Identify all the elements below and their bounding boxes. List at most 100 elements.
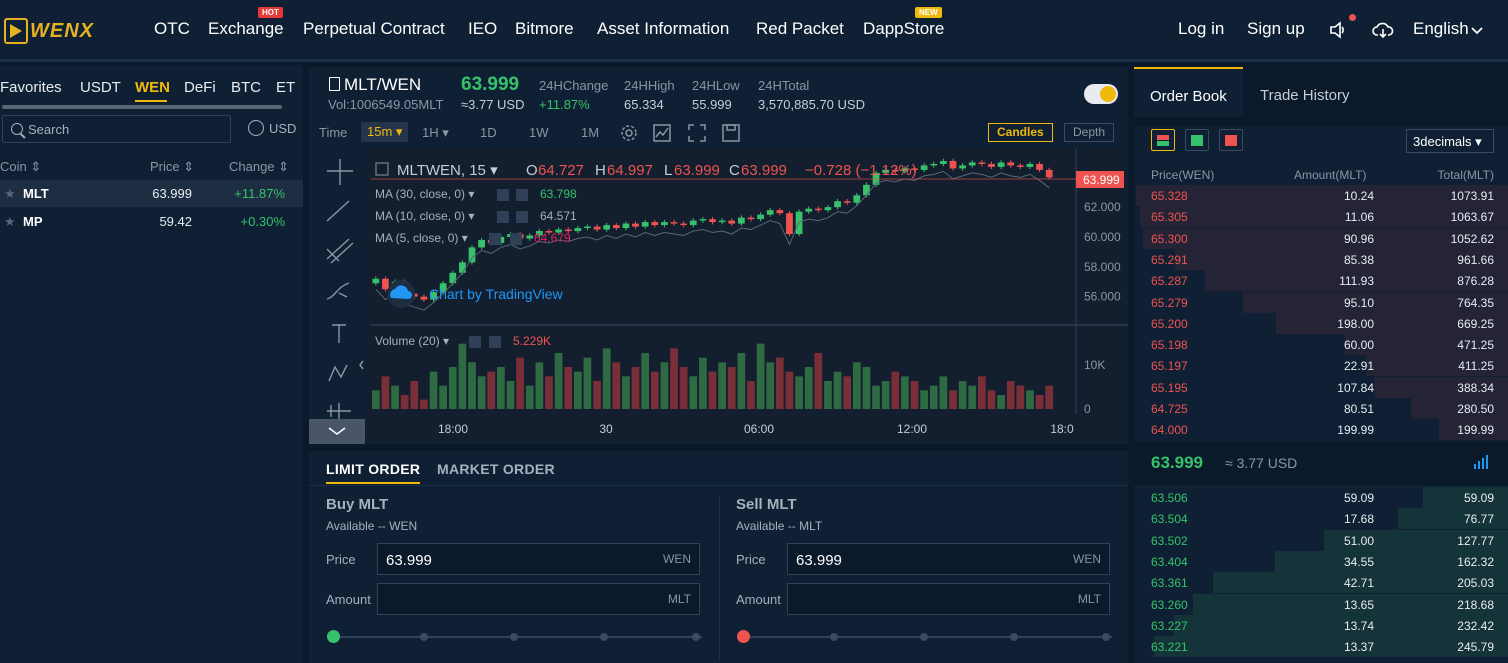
signal-bars-icon[interactable]: [1474, 455, 1490, 469]
ma5-label[interactable]: MA (5, close, 0) ▾: [375, 231, 468, 245]
indicators-icon[interactable]: [653, 124, 671, 142]
tab-order-book[interactable]: Order Book: [1134, 67, 1243, 117]
depth-button[interactable]: Depth: [1064, 123, 1115, 142]
tab-favorites[interactable]: Favorites: [0, 79, 62, 96]
interval-1d[interactable]: 1D: [480, 125, 497, 140]
book-view-asks-icon[interactable]: [1219, 129, 1243, 151]
buy-amount-slider[interactable]: [327, 630, 702, 643]
tab-wen[interactable]: WEN: [135, 79, 170, 96]
bid-row[interactable]: 63.404 34.55 162.32: [1134, 550, 1508, 572]
save-icon[interactable]: [722, 124, 740, 142]
toolbar-collapse[interactable]: [309, 419, 365, 444]
bid-row[interactable]: 63.361 42.71 205.03: [1134, 572, 1508, 594]
ask-row[interactable]: 65.279 95.10 764.35: [1134, 291, 1508, 313]
fullscreen-icon[interactable]: [688, 124, 706, 142]
tab-btc[interactable]: BTC: [231, 79, 261, 96]
brush-tool-icon[interactable]: [326, 282, 350, 300]
nav-asset-information[interactable]: Asset Information: [597, 19, 730, 38]
volume-bar: [458, 343, 467, 409]
market-row[interactable]: ★ MLT 63.999 +11.87%: [0, 180, 303, 207]
tab-trade-history[interactable]: Trade History: [1260, 87, 1350, 104]
col-price[interactable]: Price ⇕: [150, 159, 195, 174]
login-link[interactable]: Log in: [1178, 19, 1225, 38]
nav-ieo[interactable]: IEO: [468, 19, 498, 38]
nav-dappstore[interactable]: DappStore: [863, 19, 945, 38]
interval-1w[interactable]: 1W: [529, 125, 549, 140]
symbol-label[interactable]: MLTWEN, 15 ▾: [397, 162, 498, 179]
ask-row[interactable]: 65.287 111.93 876.28: [1134, 270, 1508, 292]
ask-row[interactable]: 65.197 22.91 411.25: [1134, 355, 1508, 377]
ask-row[interactable]: 65.328 10.24 1073.91: [1134, 185, 1508, 206]
tab-defi[interactable]: DeFi: [184, 79, 216, 96]
ma10-label[interactable]: MA (10, close, 0) ▾: [375, 209, 474, 223]
star-icon[interactable]: ★: [4, 186, 16, 201]
ask-row[interactable]: 65.291 85.38 961.66: [1134, 248, 1508, 270]
bid-row[interactable]: 63.221 13.37 245.79: [1134, 636, 1508, 658]
ask-row[interactable]: 65.198 60.00 471.25: [1134, 334, 1508, 356]
nav-otc[interactable]: OTC: [154, 19, 190, 38]
sell-price-input[interactable]: 63.999 WEN: [787, 543, 1110, 575]
chevron-left-icon[interactable]: [359, 360, 364, 370]
nav-red-packet[interactable]: Red Packet: [756, 19, 844, 38]
measure-tool-icon[interactable]: [327, 403, 351, 419]
bid-row[interactable]: 63.227 13.74 232.42: [1134, 614, 1508, 636]
interval-15m[interactable]: 15m ▾: [361, 122, 409, 142]
text-tool-icon[interactable]: [332, 324, 346, 343]
ask-row[interactable]: 65.305 11.06 1063.67: [1134, 206, 1508, 228]
tabs-scrollbar[interactable]: [2, 105, 282, 109]
usd-toggle[interactable]: USD: [269, 121, 297, 136]
tab-limit-order[interactable]: LIMIT ORDER: [326, 461, 421, 484]
bid-row[interactable]: 63.506 59.09 59.09: [1134, 487, 1508, 508]
speaker-icon[interactable]: [1328, 20, 1348, 40]
col-change[interactable]: Change ⇕: [229, 159, 290, 174]
volume-label[interactable]: Volume (20) ▾: [375, 334, 449, 348]
slider-knob[interactable]: [327, 630, 340, 643]
currency-icon[interactable]: [248, 120, 264, 136]
collapse-legend-icon[interactable]: [375, 162, 389, 176]
trendline-tool-icon[interactable]: [326, 200, 350, 222]
ask-row[interactable]: 65.195 107.84 388.34: [1134, 376, 1508, 398]
signup-link[interactable]: Sign up: [1247, 19, 1305, 38]
fib-tool-icon[interactable]: [326, 238, 354, 264]
crosshair-tool-icon[interactable]: [327, 159, 353, 185]
search-input[interactable]: Search: [2, 115, 231, 143]
slider-knob[interactable]: [737, 630, 750, 643]
book-view-bids-icon[interactable]: [1185, 129, 1209, 151]
buy-price-input[interactable]: 63.999 WEN: [377, 543, 700, 575]
bid-row[interactable]: 63.260 13.65 218.68: [1134, 593, 1508, 615]
star-icon[interactable]: ★: [4, 214, 16, 229]
brand-logo[interactable]: WENX: [4, 16, 102, 46]
chevron-down-icon[interactable]: [1470, 24, 1484, 38]
tab-market-order[interactable]: MARKET ORDER: [437, 461, 555, 477]
download-cloud-icon[interactable]: [1372, 20, 1394, 40]
nav-exchange[interactable]: Exchange: [208, 19, 284, 38]
sell-amount-input[interactable]: MLT: [787, 583, 1110, 615]
nav-perpetual-contract[interactable]: Perpetual Contract: [303, 19, 445, 38]
tab-usdt[interactable]: USDT: [80, 79, 121, 96]
book-view-both-icon[interactable]: [1151, 129, 1175, 151]
ask-row[interactable]: 64.725 80.51 280.50: [1134, 398, 1508, 419]
ask-row[interactable]: 64.000 199.99 199.99: [1134, 419, 1508, 441]
bid-row[interactable]: 63.504 17.68 76.77: [1134, 508, 1508, 530]
nav-bitmore[interactable]: Bitmore: [515, 19, 574, 38]
price-chart[interactable]: 62.000 60.000 58.000 56.000 10K 0 18:00 30 06:…: [309, 149, 1128, 444]
candles-button[interactable]: Candles: [988, 123, 1053, 142]
market-row[interactable]: ★ MP 59.42 +0.30%: [0, 208, 303, 235]
language-select[interactable]: English: [1413, 19, 1469, 38]
ask-row[interactable]: 65.200 198.00 669.25: [1134, 312, 1508, 334]
interval-1h[interactable]: 1H ▾: [422, 125, 449, 140]
pattern-tool-icon[interactable]: [328, 364, 348, 382]
settings-icon[interactable]: [620, 124, 638, 142]
buy-amount-input[interactable]: MLT: [377, 583, 700, 615]
ma30-label[interactable]: MA (30, close, 0) ▾: [375, 187, 474, 201]
col-coin[interactable]: Coin ⇕: [0, 159, 42, 174]
tab-eth[interactable]: ET: [276, 79, 296, 96]
interval-1m[interactable]: 1M: [581, 125, 600, 140]
bid-row[interactable]: 63.502 51.00 127.77: [1134, 529, 1508, 551]
theme-toggle[interactable]: [1084, 84, 1118, 104]
tradingview-watermark[interactable]: Chart by TradingView: [429, 286, 563, 302]
sell-amount-slider[interactable]: [737, 630, 1112, 643]
ask-row[interactable]: 65.300 90.96 1052.62: [1134, 227, 1508, 249]
decimals-select[interactable]: 3decimals ▾: [1406, 129, 1494, 153]
chevron-down-icon: [328, 427, 346, 435]
